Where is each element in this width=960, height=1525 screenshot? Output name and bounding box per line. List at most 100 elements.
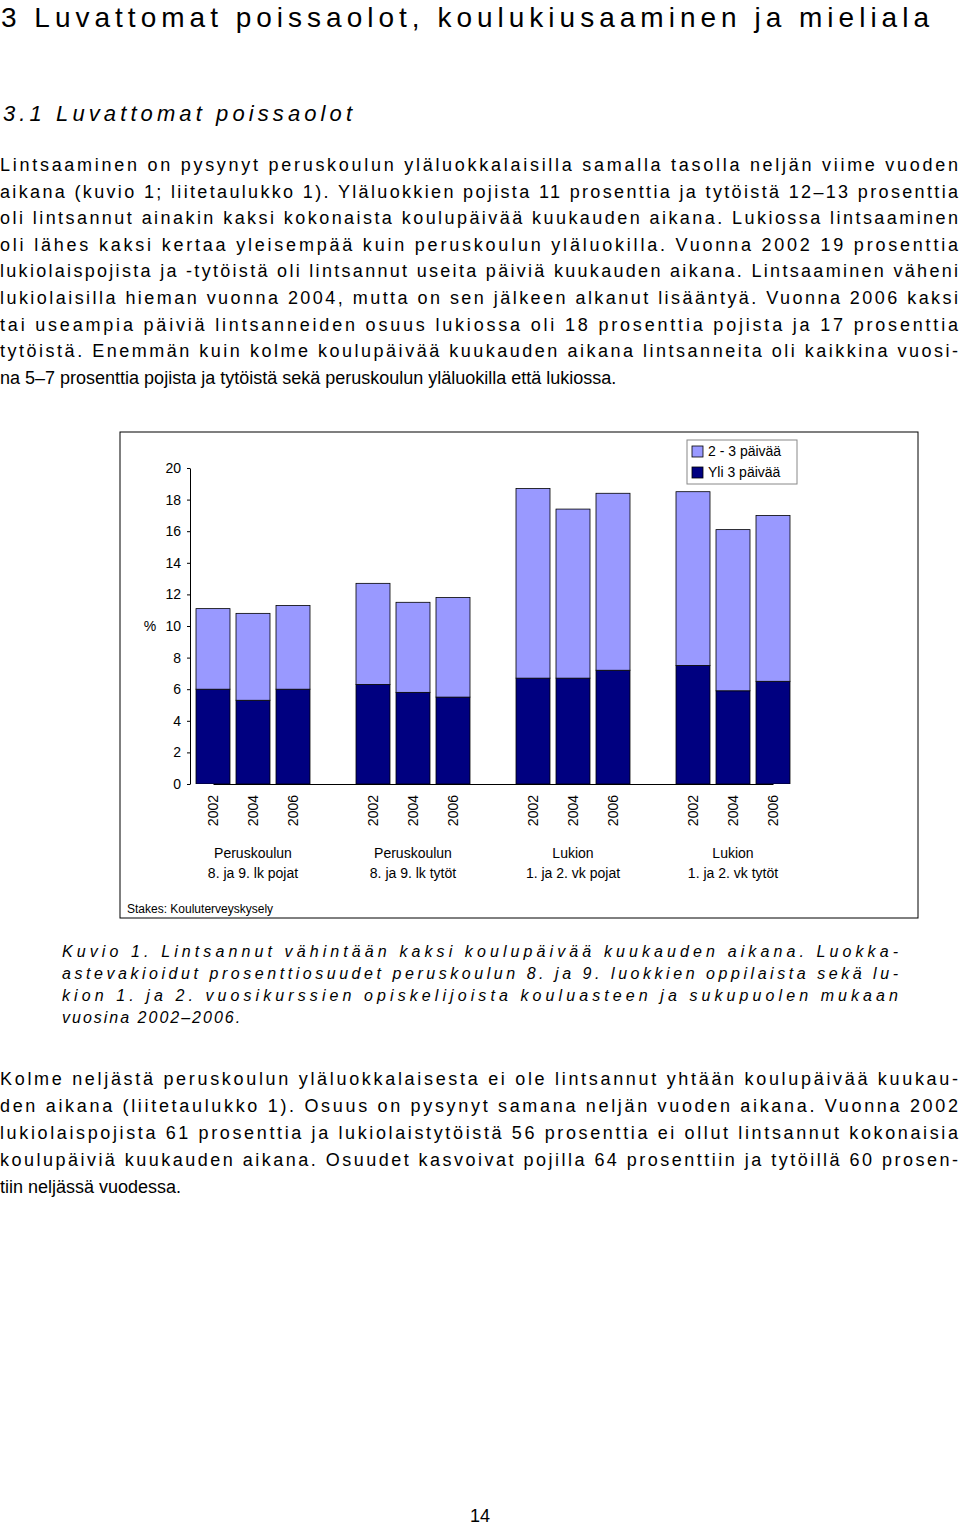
- y-tick: 6: [173, 681, 190, 697]
- paragraph-line: aikana (kuvio 1; liitetaulukko 1). Ylälu…: [0, 182, 959, 202]
- legend-swatch: [692, 446, 703, 457]
- x-tick: 2004: [405, 784, 421, 826]
- y-tick-mark: [187, 594, 190, 595]
- bar: [716, 530, 750, 691]
- group-label: Lukion: [712, 845, 753, 861]
- y-tick-label: 18: [165, 492, 181, 508]
- caption-line: Kuvio 1. Lintsannut vähintään kaksi koul…: [62, 943, 900, 960]
- y-tick-mark: [187, 500, 190, 501]
- paragraph: Kolme neljästä peruskoulun yläluokkalais…: [0, 1069, 959, 1197]
- chart: 0 2 4 6 8 10 12 14 16 18 20% 2002 2004 2006 2002 2004 20…: [120, 432, 918, 918]
- y-tick-mark: [187, 563, 190, 564]
- paragraph-line: lukiolaispojista 61 prosenttia ja lukiol…: [0, 1123, 959, 1143]
- group-label: Peruskoulun: [374, 845, 452, 861]
- y-tick: 14: [165, 555, 190, 571]
- bar: [676, 492, 710, 666]
- paragraph-line: oli lintsannut ainakin kaksi kokonaista …: [0, 208, 958, 228]
- group-label: 1. ja 2. vk tytöt: [688, 865, 778, 881]
- paragraph-line: lukiolaispojista ja -tytöistä oli lintsa…: [0, 261, 958, 281]
- y-axis: 0 2 4 6 8 10 12 14 16 18 20: [165, 460, 190, 792]
- y-tick-label: 4: [173, 713, 181, 729]
- paragraph-line: Lintsaaminen on pysynyt peruskoulun yläl…: [0, 155, 958, 175]
- y-tick: 2: [173, 744, 190, 760]
- y-tick-label: 10: [165, 618, 181, 634]
- paragraph-line: tytöistä. Enemmän kuin kolme koulupäivää…: [0, 341, 958, 361]
- y-tick-label: 0: [173, 776, 181, 792]
- y-tick: 16: [165, 523, 190, 539]
- bar: [196, 689, 230, 784]
- paragraph-line: tai useampia päiviä lintsanneiden osuus …: [0, 315, 959, 335]
- x-tick: 2004: [565, 784, 581, 826]
- bar: [756, 515, 790, 681]
- y-tick: 8: [173, 650, 190, 666]
- legend-label: Yli 3 päivää: [708, 464, 781, 480]
- x-tick-label: 2002: [205, 795, 221, 826]
- y-tick: 10: [165, 618, 190, 634]
- heading: 3 Luvattomat poissaolot, koulukiusaamine…: [1, 2, 929, 33]
- bar: [396, 602, 430, 692]
- group-label: 8. ja 9. lk pojat: [208, 865, 298, 881]
- x-tick-label: 2004: [565, 795, 581, 826]
- bars: [196, 489, 790, 784]
- y-tick-label: 12: [165, 586, 181, 602]
- paragraph-line: Kolme neljästä peruskoulun yläluokkalais…: [0, 1069, 958, 1089]
- x-tick-label: 2006: [445, 795, 461, 826]
- x-tick-label: 2006: [285, 795, 301, 826]
- subheading: 3.1 Luvattomat poissaolot: [3, 101, 353, 126]
- paragraph: Lintsaaminen on pysynyt peruskoulun yläl…: [0, 155, 959, 388]
- source: Stakes: Kouluterveyskysely: [127, 902, 273, 916]
- y-tick-mark: [187, 531, 190, 532]
- page: 3 Luvattomat poissaolot, koulukiusaamine…: [0, 0, 960, 1525]
- legend-label: 2 - 3 päivää: [708, 443, 781, 459]
- bar: [516, 489, 550, 679]
- paragraph-line: den aikana (liitetaulukko 1). Osuus on p…: [0, 1096, 958, 1116]
- x-tick-label: 2006: [765, 795, 781, 826]
- bar: [276, 689, 310, 784]
- x-tick: 2002: [685, 784, 701, 826]
- x-tick-label: 2004: [245, 795, 261, 826]
- group-label: Lukion: [552, 845, 593, 861]
- page-number: 14: [470, 1506, 490, 1525]
- y-tick-label: 16: [165, 523, 181, 539]
- x-tick-label: 2004: [725, 795, 741, 826]
- bar: [756, 681, 790, 784]
- legend-box: [687, 440, 797, 484]
- y-tick-label: 14: [165, 555, 181, 571]
- caption: Kuvio 1. Lintsannut vähintään kaksi koul…: [62, 943, 900, 1026]
- x-axis: 2002200420062002200420062002200420062002…: [205, 784, 781, 826]
- x-tick: 2006: [445, 784, 461, 826]
- y-tick-mark: [187, 721, 190, 722]
- paragraph-line: na 5–7 prosenttia pojista ja tytöistä se…: [0, 368, 616, 388]
- bar: [556, 509, 590, 678]
- y-tick-label: 6: [173, 681, 181, 697]
- x-tick: 2006: [765, 784, 781, 826]
- bar: [716, 691, 750, 784]
- bar: [276, 605, 310, 689]
- bar: [396, 692, 430, 784]
- x-tick: 2004: [245, 784, 261, 826]
- group-label: 8. ja 9. lk tytöt: [370, 865, 456, 881]
- legend: 2 - 3 päivää Yli 3 päivää: [687, 440, 797, 484]
- bar: [436, 697, 470, 784]
- group-label: 1. ja 2. vk pojat: [526, 865, 620, 881]
- bar: [436, 598, 470, 698]
- y-tick-label: 20: [165, 460, 181, 476]
- page-svg: 3 Luvattomat poissaolot, koulukiusaamine…: [0, 0, 960, 1525]
- y-tick-mark: [187, 752, 190, 753]
- y-tick-label: 2: [173, 744, 181, 760]
- x-tick-label: 2006: [605, 795, 621, 826]
- y-tick: 12: [165, 586, 190, 602]
- x-tick: 2006: [605, 784, 621, 826]
- bar: [516, 678, 550, 784]
- bar: [196, 609, 230, 690]
- x-tick: 2002: [205, 784, 221, 826]
- y-tick-mark: [187, 658, 190, 659]
- bar: [356, 684, 390, 784]
- x-tick-label: 2002: [685, 795, 701, 826]
- x-tick-label: 2002: [525, 795, 541, 826]
- paragraph-line: koulupäiviä kuukauden aikana. Osuudet ka…: [0, 1150, 958, 1170]
- y-axis-title: %: [144, 618, 156, 634]
- caption-line: vuosina 2002–2006.: [62, 1009, 242, 1026]
- group-label: Peruskoulun: [214, 845, 292, 861]
- y-tick: 4: [173, 713, 190, 729]
